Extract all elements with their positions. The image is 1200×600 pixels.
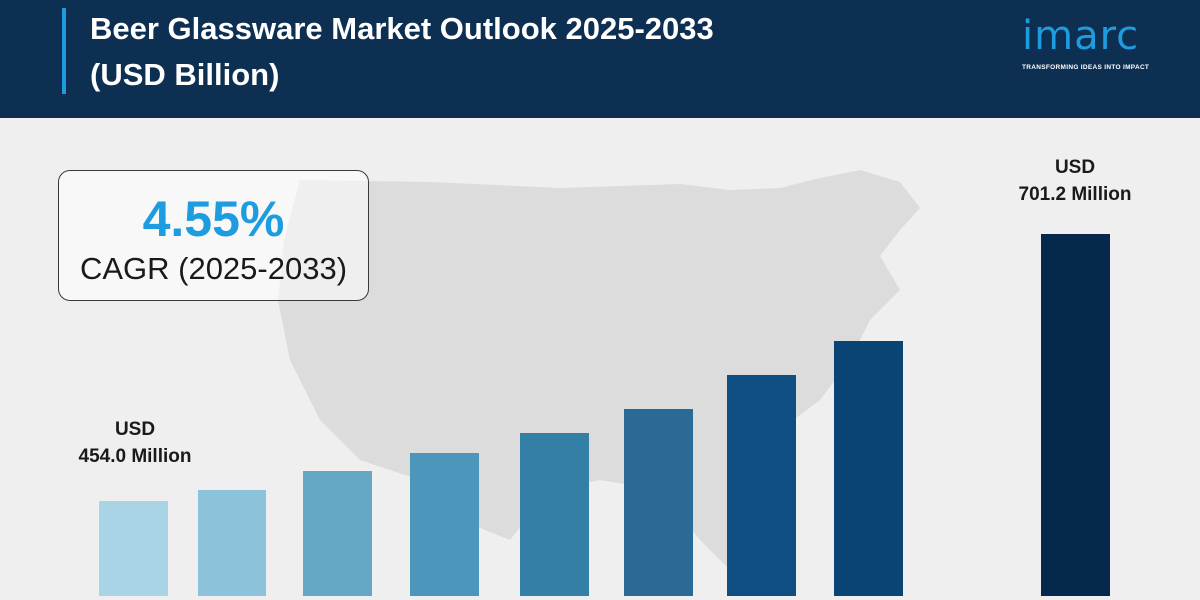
start-value-label: USD 454.0 Million: [50, 416, 220, 470]
cagr-value: 4.55%: [142, 191, 285, 247]
logo-tagline: TRANSFORMING IDEAS INTO IMPACT: [1022, 64, 1150, 71]
cagr-box: 4.55% CAGR (2025-2033): [58, 170, 369, 301]
start-value-amount: 454.0 Million: [78, 446, 192, 467]
bar-2030: [624, 409, 693, 596]
cagr-label: CAGR (2025-2033): [79, 251, 348, 286]
bar-2032: [834, 341, 903, 596]
imarc-logo: imarc TRANSFORMING IDEAS INTO IMPACT: [1010, 6, 1190, 76]
bar-2026: [198, 490, 266, 596]
start-value-currency: USD: [114, 419, 156, 440]
header-accent-bar: [62, 8, 66, 94]
bar-2028: [410, 453, 479, 596]
bar-2025: [99, 501, 168, 596]
bar-2029: [520, 433, 589, 596]
bar-2033: [1041, 234, 1110, 596]
page-title: Beer Glassware Market Outlook 2025-2033 …: [90, 11, 714, 92]
bar-2027: [303, 471, 372, 596]
bar-2031: [727, 375, 796, 596]
end-value-label: USD 701.2 Million: [990, 154, 1160, 208]
logo-wordmark: imarc: [1022, 13, 1140, 59]
header: Beer Glassware Market Outlook 2025-2033 …: [0, 0, 1200, 118]
end-value-amount: 701.2 Million: [1018, 184, 1132, 205]
end-value-currency: USD: [1054, 157, 1096, 178]
